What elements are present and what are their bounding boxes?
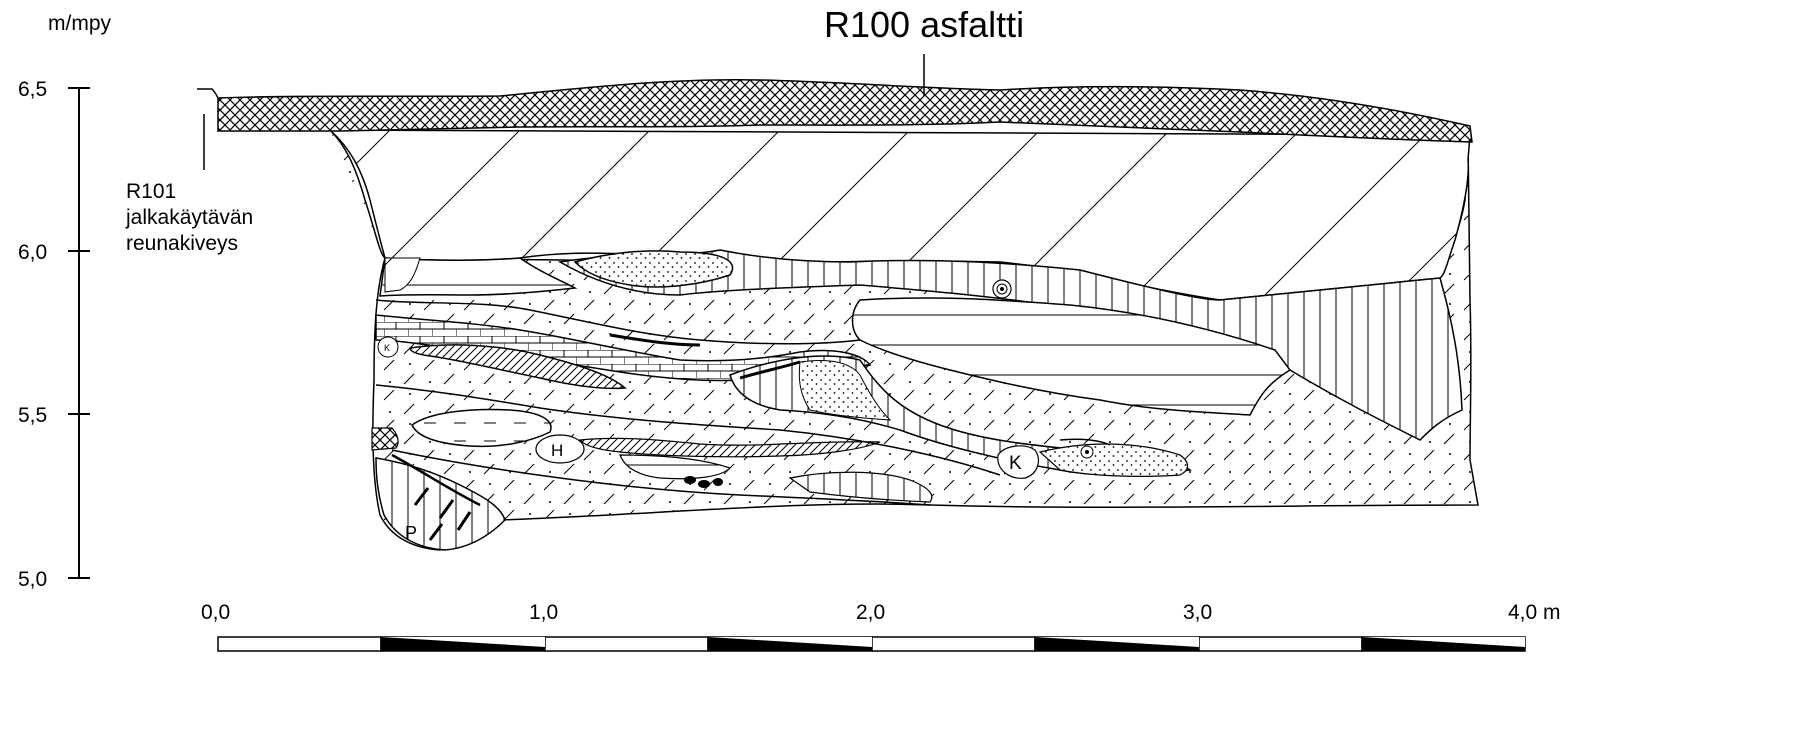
horizontal-scale-label: 4,0 m bbox=[1508, 601, 1561, 624]
horizontal-scale-label: 0,0 bbox=[201, 601, 230, 624]
curb-label-line-2: jalkakäytävän bbox=[125, 206, 253, 229]
horizontal-scale-label: 3,0 bbox=[1183, 601, 1212, 624]
contour-line bbox=[375, 299, 861, 345]
scale-segment bbox=[871, 636, 1036, 652]
contour-line bbox=[413, 487, 472, 541]
section-profile bbox=[328, 129, 1479, 551]
layer-vertical-lower bbox=[788, 471, 933, 503]
layer-dotted-sand-top bbox=[573, 250, 734, 288]
curb-label-line-3: reunakiveys bbox=[126, 232, 238, 255]
contour-line bbox=[1059, 438, 1111, 446]
layer-dotted-lower-right bbox=[1038, 443, 1189, 477]
curb-label-line-1: R101 bbox=[126, 180, 176, 203]
contour-line bbox=[375, 384, 1001, 476]
pebble-cluster bbox=[684, 476, 723, 488]
shell-icon bbox=[1080, 445, 1094, 459]
find-marker-h: H bbox=[535, 434, 585, 464]
find-marker-k-large-label: K bbox=[1009, 453, 1022, 474]
layer-horizontal-left bbox=[379, 257, 578, 297]
scale-segment-notch bbox=[381, 637, 545, 647]
vertical-axis-unit: m/mpy bbox=[48, 12, 112, 35]
layer-horizontal-hatch bbox=[851, 297, 1292, 416]
contour-line bbox=[739, 360, 801, 380]
scale-segment bbox=[217, 636, 382, 652]
layer-dotted-center bbox=[798, 360, 892, 421]
scale-segment-notch bbox=[708, 637, 872, 647]
scale-segment-notch bbox=[1362, 637, 1525, 647]
vertical-axis-tick-label: 6,0 bbox=[18, 241, 47, 264]
scale-segment bbox=[1198, 636, 1363, 652]
vertical-axis-tick-label: 5,0 bbox=[18, 568, 47, 591]
contour-line bbox=[391, 449, 931, 506]
contour-line bbox=[391, 453, 481, 507]
layer-dense-diagonal-low bbox=[578, 437, 881, 458]
horizontal-scale-label: 1,0 bbox=[529, 601, 558, 624]
contour-line bbox=[609, 333, 701, 347]
find-marker-h-label: H bbox=[551, 441, 563, 460]
vertical-axis: m/mpy 6,5 6,0 5,5 5,0 bbox=[18, 12, 112, 591]
asphalt-label: R100 asfaltti bbox=[824, 4, 1024, 45]
vertical-axis-tick-label: 6,5 bbox=[18, 78, 47, 101]
find-marker-p-label: P bbox=[405, 523, 417, 543]
horizontal-scale: 0,0 1,0 2,0 3,0 4,0 m bbox=[201, 601, 1561, 652]
shell-icon bbox=[992, 279, 1012, 299]
layer-crosshatch-small bbox=[371, 427, 399, 451]
layer-horizontal-lens-low bbox=[619, 454, 732, 480]
asphalt-layer bbox=[217, 78, 1473, 143]
curb-outline bbox=[197, 88, 219, 99]
find-marker-k-small: K bbox=[377, 336, 399, 358]
layer-dashed-lens bbox=[411, 408, 552, 448]
layer-diagonal-wedge bbox=[384, 257, 421, 293]
find-marker-k-large: K bbox=[997, 445, 1039, 479]
layer-vertical-lower-left bbox=[375, 457, 506, 551]
vertical-axis-tick-label: 5,5 bbox=[18, 404, 47, 427]
find-marker-k-small-label: K bbox=[384, 343, 390, 353]
scale-segment-notch bbox=[1035, 637, 1199, 647]
scale-segment bbox=[544, 636, 709, 652]
find-marker-p: P bbox=[405, 523, 417, 543]
horizontal-scale-label: 2,0 bbox=[856, 601, 885, 624]
layer-dense-diagonal bbox=[409, 344, 627, 390]
